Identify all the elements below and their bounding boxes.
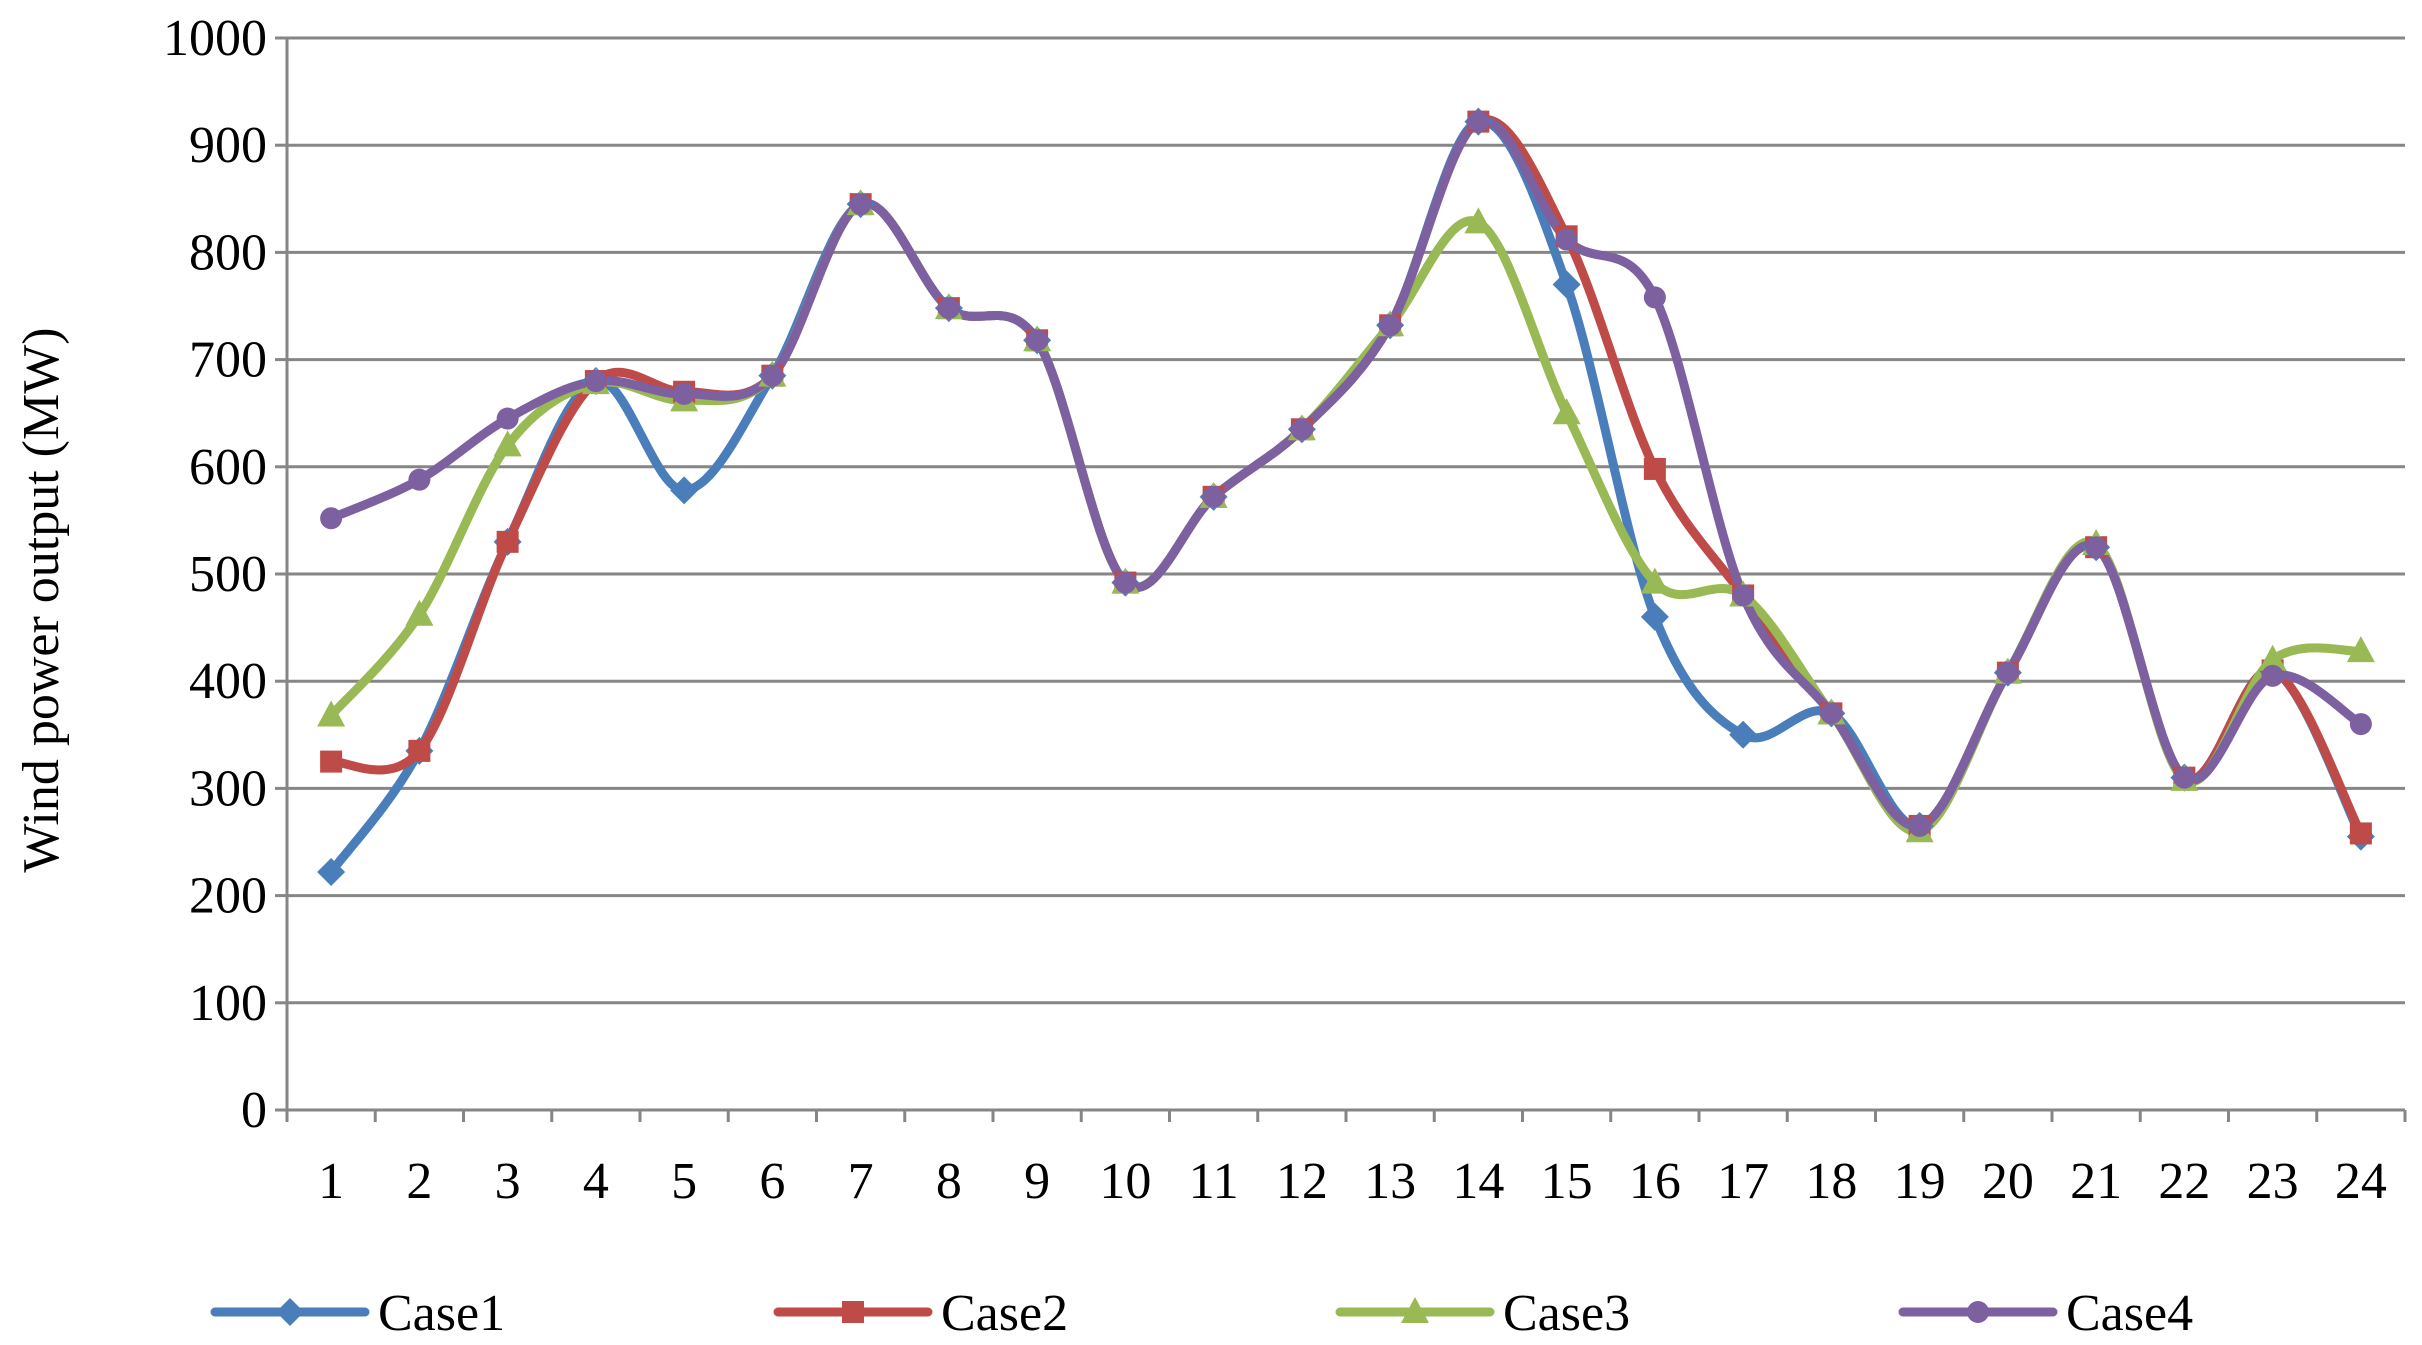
data-point-case3-2	[405, 599, 434, 626]
y-axis-tick-labels: 0 100 200 300 400 500 600 700 800 900 1000	[163, 10, 267, 1139]
x-tick-label: 9	[1024, 1153, 1050, 1210]
data-point-case2-3	[496, 530, 519, 553]
data-point-case4-2	[408, 468, 431, 491]
x-tick-label: 15	[1541, 1153, 1593, 1210]
legend-label-case4: Case4	[2066, 1285, 2193, 1342]
legend-marker-case3	[1401, 1297, 1429, 1323]
axes	[275, 36, 2407, 1122]
x-tick-label: 11	[1189, 1153, 1239, 1210]
y-tick-label: 300	[189, 760, 267, 817]
y-axis-title: Wind power output (MW)	[13, 327, 70, 872]
data-point-case4-7	[849, 193, 872, 216]
x-tick-label: 20	[1982, 1153, 2034, 1210]
data-point-case4-22	[2173, 766, 2196, 789]
x-tick-label: 5	[671, 1153, 697, 1210]
x-tick-label: 22	[2158, 1153, 2210, 1210]
x-tick-label: 3	[495, 1153, 521, 1210]
data-point-case4-5	[673, 382, 696, 405]
data-point-case3-15	[1552, 398, 1581, 425]
x-tick-label: 17	[1717, 1153, 1769, 1210]
x-tick-label: 18	[1805, 1153, 1857, 1210]
data-point-case4-8	[937, 297, 960, 320]
data-point-case2-24	[2349, 822, 2372, 845]
legend-marker-case4	[1967, 1301, 1989, 1323]
data-point-case4-11	[1202, 485, 1225, 508]
x-tick-label: 19	[1894, 1153, 1946, 1210]
x-tick-label: 2	[406, 1153, 432, 1210]
data-point-case4-23	[2261, 664, 2284, 687]
legend: Case1 Case2 Case3 Case4	[210, 1285, 2193, 1342]
y-tick-label: 900	[189, 117, 267, 174]
data-point-case4-13	[1379, 314, 1402, 337]
x-tick-label: 21	[2070, 1153, 2122, 1210]
data-point-case4-24	[2349, 713, 2372, 736]
x-tick-label: 13	[1364, 1153, 1416, 1210]
data-point-case4-21	[2085, 536, 2108, 559]
y-tick-label: 700	[189, 332, 267, 389]
data-point-case1-16	[1640, 602, 1669, 631]
data-point-case1-5	[670, 476, 699, 505]
data-point-case4-20	[1996, 661, 2019, 684]
data-point-case1-17	[1729, 720, 1758, 749]
data-point-case2-1	[320, 750, 343, 773]
x-tick-label: 6	[759, 1153, 785, 1210]
x-tick-label: 12	[1276, 1153, 1328, 1210]
x-axis-tick-labels: 1 2 3 4 5 6 7 8 9 10 11 12 13 14 15 16 17 18 19 20 21 22 23 24	[318, 1153, 2387, 1210]
data-point-case4-1	[320, 507, 343, 530]
x-tick-label: 14	[1452, 1153, 1504, 1210]
legend-label-case1: Case1	[378, 1285, 505, 1342]
data-point-case4-4	[584, 370, 607, 393]
data-point-case2-2	[408, 739, 431, 762]
data-point-case4-16	[1643, 286, 1666, 309]
y-tick-label: 100	[189, 975, 267, 1032]
y-tick-label: 800	[189, 224, 267, 281]
x-tick-label: 23	[2247, 1153, 2299, 1210]
y-tick-label: 0	[241, 1082, 267, 1139]
data-point-case4-17	[1732, 584, 1755, 607]
data-point-case1-1	[317, 858, 346, 887]
data-point-case4-6	[761, 364, 784, 387]
data-point-case3-14	[1464, 207, 1493, 234]
x-tick-label: 10	[1099, 1153, 1151, 1210]
data-point-case4-3	[496, 407, 519, 430]
series-line-case4	[326, 115, 2366, 831]
x-tick-label: 8	[936, 1153, 962, 1210]
series-markers	[317, 107, 2375, 887]
data-point-case3-16	[1640, 567, 1669, 594]
data-point-case3-23	[2258, 644, 2287, 671]
data-point-case3-1	[317, 700, 346, 727]
y-tick-label: 600	[189, 439, 267, 496]
gridlines	[287, 36, 2405, 1005]
legend-marker-case1	[276, 1298, 304, 1326]
data-point-case4-10	[1114, 571, 1137, 594]
series-lines	[326, 115, 2366, 877]
legend-label-case3: Case3	[1503, 1285, 1630, 1342]
x-tick-label: 24	[2335, 1153, 2387, 1210]
data-point-case4-9	[1026, 329, 1049, 352]
data-point-case1-15	[1552, 270, 1581, 299]
data-point-case4-14	[1467, 110, 1490, 133]
legend-label-case2: Case2	[941, 1285, 1068, 1342]
data-point-case3-3	[493, 430, 522, 457]
data-point-case4-12	[1290, 418, 1313, 441]
data-point-case2-16	[1643, 457, 1666, 480]
x-tick-label: 7	[848, 1153, 874, 1210]
y-tick-label: 400	[189, 653, 267, 710]
data-point-case4-18	[1820, 702, 1843, 725]
legend-marker-case2	[842, 1301, 864, 1323]
y-tick-label: 200	[189, 868, 267, 925]
y-tick-label: 1000	[163, 10, 267, 67]
data-point-case4-15	[1555, 228, 1578, 251]
data-point-case4-19	[1908, 814, 1931, 837]
series-line-case2	[326, 115, 2366, 838]
x-tick-label: 16	[1629, 1153, 1681, 1210]
x-tick-label: 4	[583, 1153, 609, 1210]
data-point-case3-24	[2346, 636, 2375, 663]
series-line-case3	[326, 198, 2366, 836]
series-line-case1	[326, 116, 2366, 877]
x-tick-label: 1	[318, 1153, 344, 1210]
y-tick-label: 500	[189, 546, 267, 603]
